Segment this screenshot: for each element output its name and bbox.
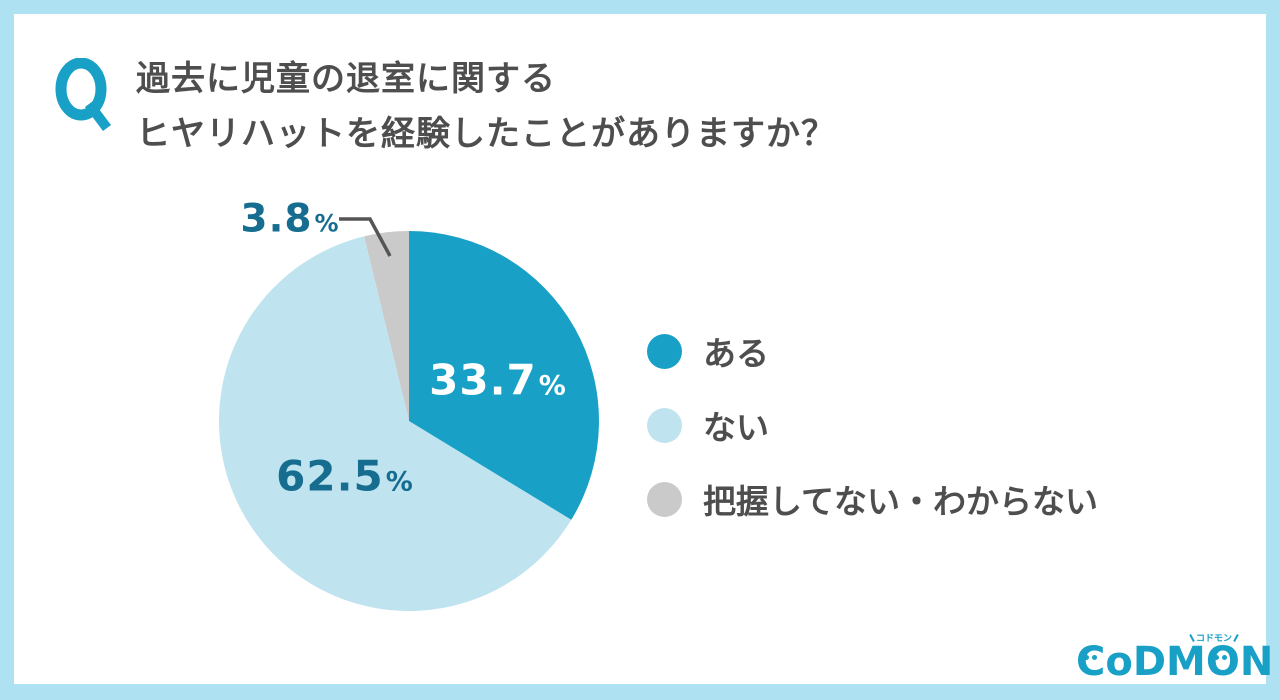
logo-letter-o-face-icon: O <box>1206 642 1240 682</box>
logo-letter-n: N <box>1240 642 1273 682</box>
logo-letter-n-glyph: N <box>1239 639 1274 685</box>
callout-leader-line <box>339 217 392 257</box>
slice-value-unknown: 3.8 <box>240 196 313 242</box>
legend-label-unknown: 把握してない・わからない <box>703 482 1099 521</box>
logo-letter-o: o <box>1105 639 1133 685</box>
codmon-wordmark: C o D M O N <box>1076 642 1273 682</box>
logo-eye-icon <box>1221 655 1227 660</box>
logo-letter-d-glyph: D <box>1132 639 1167 685</box>
legend-label-nai: ない <box>703 408 769 447</box>
pie-slice-2 <box>219 236 572 612</box>
logo-eye-icon <box>1084 655 1089 660</box>
logo-eye-icon <box>1092 655 1097 660</box>
slice-value-aru: 33.7 <box>429 355 537 405</box>
pie-chart <box>194 184 614 624</box>
question-title: 過去に児童の退室に関する ヒヤリハットを経験したことがありますか？ <box>136 52 836 162</box>
logo-letter-o-small: o <box>1105 642 1132 682</box>
codmon-logo: コドモン C o D M O <box>1076 633 1273 690</box>
legend-dot-nai-icon <box>647 407 682 443</box>
slice-value-label-aru: 33.7% <box>429 356 567 405</box>
pie-slice-3 <box>364 231 409 421</box>
slice-value-label-unknown: 3.8% <box>240 197 339 242</box>
codmon-kana-text: コドモン <box>1195 634 1232 644</box>
logo-eye-icon <box>1213 655 1219 660</box>
legend-label-aru: ある <box>703 334 769 373</box>
legend-item-nai: ない <box>647 401 1098 449</box>
logo-letter-c-face-icon: C <box>1076 642 1105 682</box>
question-title-line1: 過去に児童の退室に関する <box>136 59 556 99</box>
q-letter-icon <box>55 58 111 131</box>
logo-letter-o-cap: O <box>1205 639 1240 685</box>
pie-chart-svg <box>219 217 599 612</box>
question-title-line2: ヒヤリハットを経験したことがありますか？ <box>136 114 836 154</box>
percent-sign: % <box>385 466 414 498</box>
legend-item-aru: ある <box>647 327 1098 375</box>
codmon-kana-callout: コドモン <box>1174 631 1254 644</box>
logo-letter-m: M <box>1166 642 1206 682</box>
percent-sign: % <box>314 209 340 238</box>
slice-value-nai: 62.5 <box>276 451 384 501</box>
content-card: 過去に児童の退室に関する ヒヤリハットを経験したことがありますか？ 33.7% … <box>14 14 1273 684</box>
logo-letter-d: D <box>1133 642 1166 682</box>
legend-dot-aru-icon <box>647 333 682 369</box>
logo-letter-c: C <box>1076 639 1106 685</box>
slice-value-label-nai: 62.5% <box>276 452 414 501</box>
chart-legend: ある ない 把握してない・わからない <box>647 327 1098 549</box>
legend-dot-unknown-icon <box>647 481 682 517</box>
logo-letter-m-glyph: M <box>1166 639 1206 685</box>
pie-slice-1 <box>409 231 599 520</box>
legend-item-unknown: 把握してない・わからない <box>647 475 1098 523</box>
percent-sign: % <box>538 370 567 402</box>
question-badge-icon <box>55 58 111 132</box>
